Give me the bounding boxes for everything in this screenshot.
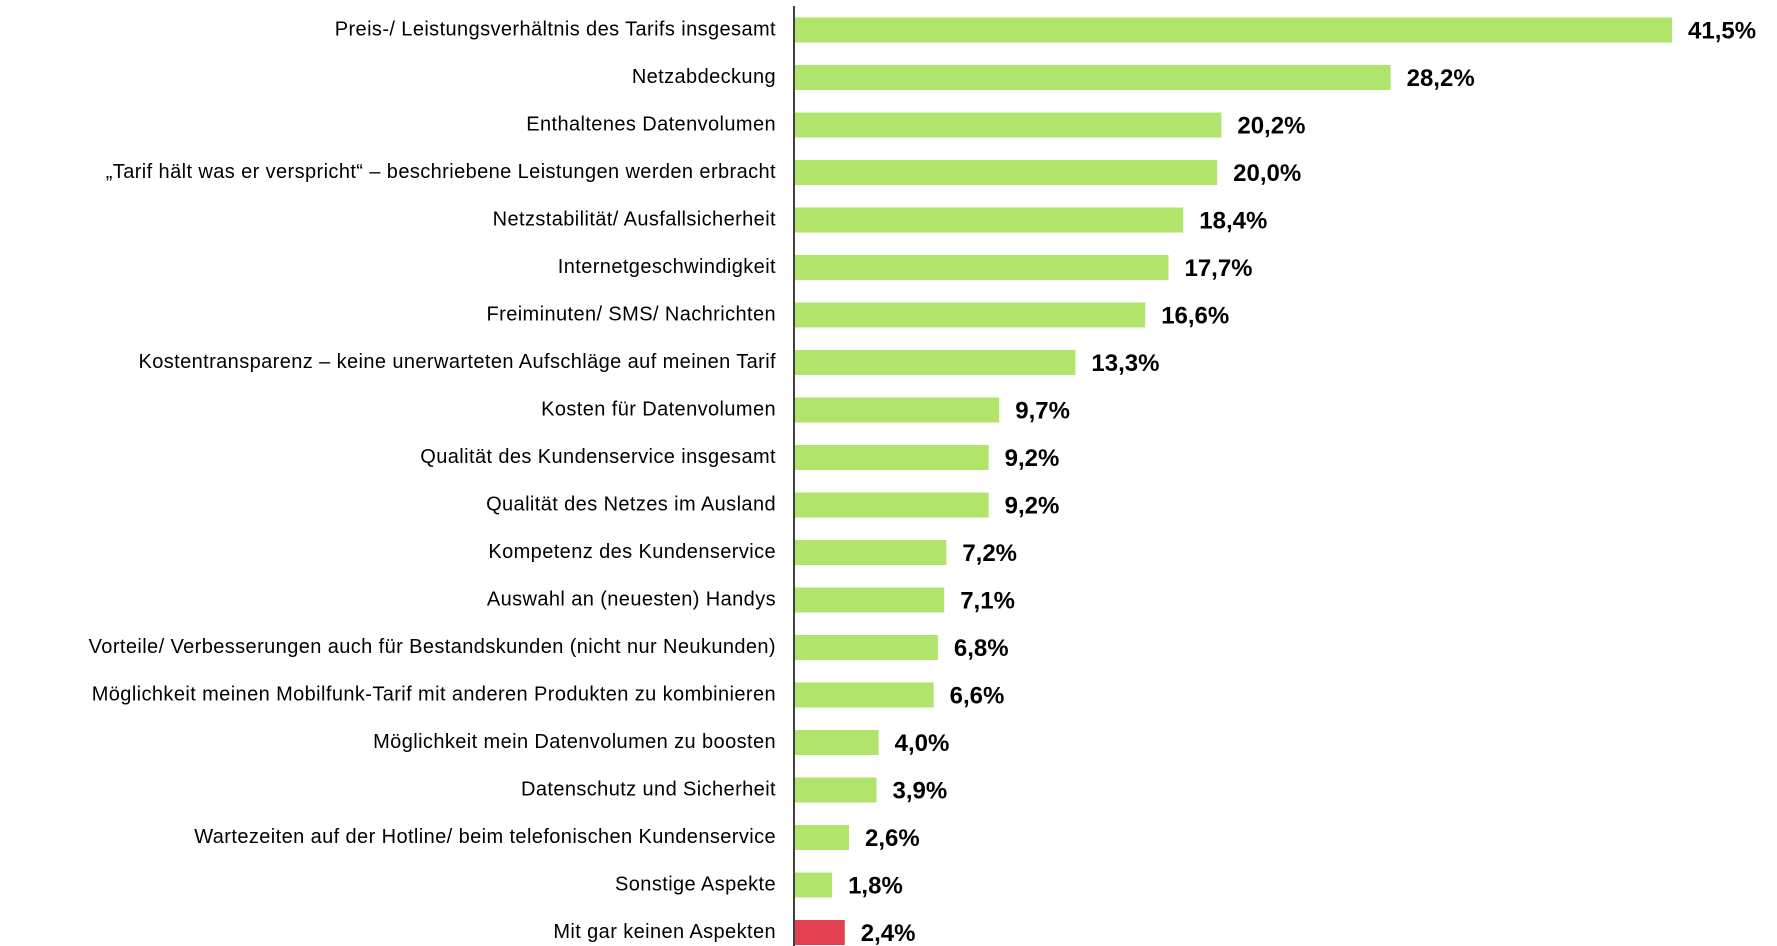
bar (795, 682, 934, 708)
value-label: 7,1% (960, 587, 1015, 614)
value-label: 1,8% (848, 872, 903, 899)
bar (795, 492, 989, 518)
category-label: Qualität des Netzes im Ausland (486, 493, 776, 515)
category-label: Möglichkeit meinen Mobilfunk-Tarif mit a… (92, 683, 776, 705)
category-label: Möglichkeit mein Datenvolumen zu boosten (373, 731, 776, 753)
value-label: 2,4% (861, 920, 916, 946)
value-label: 2,6% (865, 825, 920, 852)
category-label: „Tarif hält was er verspricht“ – beschri… (106, 161, 776, 183)
value-label: 9,2% (1005, 445, 1060, 472)
bar (795, 255, 1169, 280)
value-label: 41,5% (1688, 17, 1756, 44)
category-label: Freiminuten/ SMS/ Nachrichten (487, 303, 776, 325)
category-label: Enthaltenes Datenvolumen (526, 113, 776, 135)
value-label: 9,7% (1015, 397, 1070, 424)
value-label: 4,0% (895, 730, 950, 757)
value-label: 20,2% (1237, 112, 1305, 139)
value-label: 13,3% (1091, 350, 1159, 377)
bar (795, 920, 845, 945)
category-label: Netzabdeckung (632, 66, 776, 88)
category-label: Internetgeschwindigkeit (558, 256, 776, 278)
bar (795, 777, 877, 803)
value-label: 9,2% (1005, 492, 1060, 519)
category-label: Sonstige Aspekte (615, 873, 776, 895)
value-label: 3,9% (893, 777, 948, 804)
category-label: Datenschutz und Sicherheit (521, 778, 776, 800)
category-label: Qualität des Kundenservice insgesamt (420, 446, 776, 468)
bar (795, 302, 1146, 328)
bar (795, 872, 833, 898)
value-label: 7,2% (962, 540, 1017, 567)
category-label: Netzstabilität/ Ausfallsicherheit (493, 208, 776, 230)
value-label: 6,6% (950, 682, 1005, 709)
category-label: Auswahl an (neuesten) Handys (487, 588, 776, 610)
value-label: 6,8% (954, 635, 1009, 662)
bar (795, 540, 947, 565)
category-label: Kompetenz des Kundenservice (488, 541, 776, 563)
category-label: Wartezeiten auf der Hotline/ beim telefo… (194, 826, 776, 848)
bar (795, 17, 1672, 43)
bar (795, 635, 938, 660)
value-label: 28,2% (1407, 65, 1475, 92)
category-label: Kosten für Datenvolumen (541, 398, 776, 420)
bar (795, 825, 850, 850)
category-label: Mit gar keinen Aspekten (553, 921, 776, 943)
bar (795, 397, 1000, 423)
bar (795, 160, 1218, 185)
bar (795, 207, 1184, 233)
category-label: Preis-/ Leistungsverhältnis des Tarifs i… (335, 18, 776, 40)
bar (795, 65, 1391, 90)
category-label: Vorteile/ Verbesserungen auch für Bestan… (89, 636, 776, 658)
bar (795, 587, 945, 613)
value-label: 18,4% (1199, 207, 1267, 234)
bar (795, 445, 989, 470)
bar (795, 350, 1076, 375)
value-label: 17,7% (1184, 255, 1252, 282)
value-label: 20,0% (1233, 160, 1301, 187)
bar (795, 730, 879, 755)
value-label: 16,6% (1161, 302, 1229, 329)
bar (795, 112, 1222, 138)
category-label: Kostentransparenz – keine unerwarteten A… (138, 351, 776, 373)
